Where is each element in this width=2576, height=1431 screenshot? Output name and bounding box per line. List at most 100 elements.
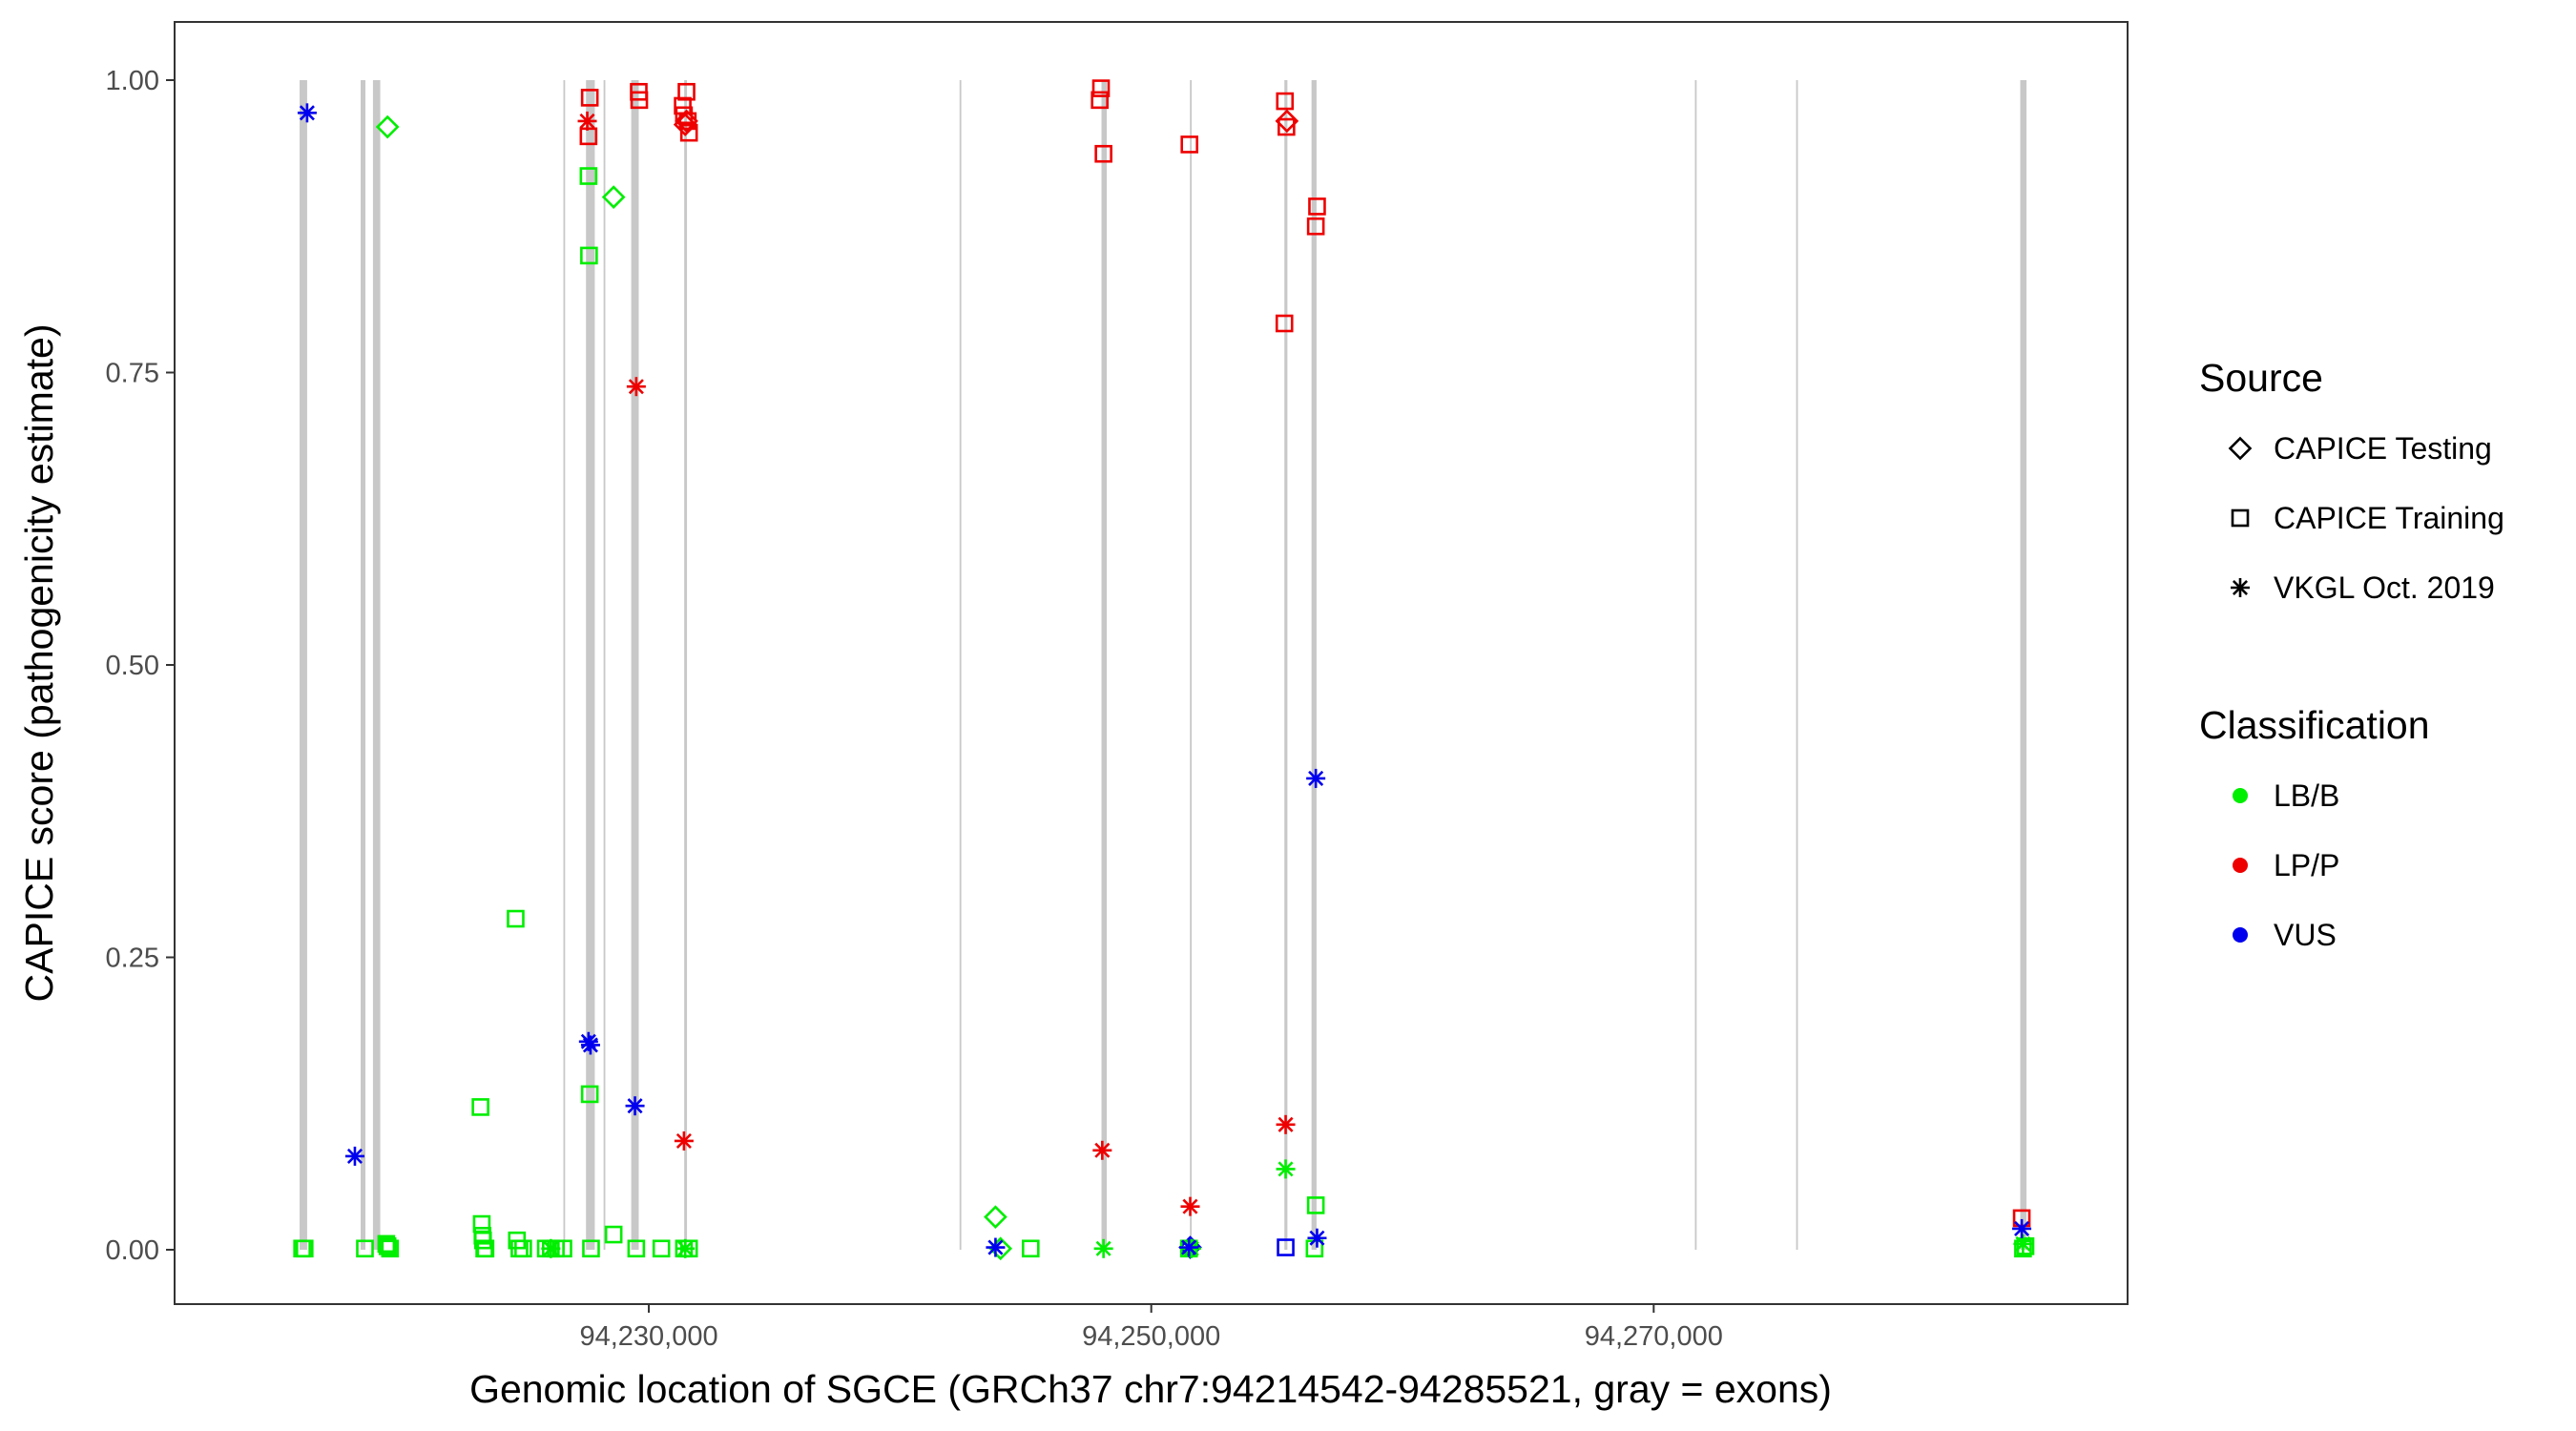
- data-point: [604, 1225, 623, 1244]
- data-point: [1306, 1196, 1325, 1214]
- exon-band: [603, 80, 606, 1250]
- data-point: [377, 1234, 396, 1254]
- y-tick-label: 1.00: [106, 66, 159, 96]
- data-point: [627, 1239, 646, 1258]
- data-point: [1307, 1228, 1327, 1248]
- data-point: [1276, 1159, 1296, 1179]
- data-point: [1306, 768, 1326, 788]
- data-point: [381, 1239, 400, 1258]
- exon-band: [1796, 80, 1798, 1250]
- exon-band: [1190, 80, 1193, 1250]
- data-point: [541, 1238, 561, 1258]
- y-tick-label: 0.00: [106, 1235, 159, 1266]
- data-point: [378, 1237, 397, 1255]
- data-point: [1180, 1196, 1200, 1216]
- legend-classification-label: LP/P: [2274, 848, 2339, 882]
- legend-key-asterisk: [2231, 578, 2250, 597]
- data-point: [986, 1237, 1006, 1257]
- data-point: [2016, 1237, 2035, 1255]
- data-point: [1276, 92, 1295, 111]
- legend-key-color: [2233, 788, 2248, 803]
- exon-band: [586, 80, 595, 1250]
- data-point: [2013, 1234, 2033, 1254]
- data-point: [984, 1205, 1008, 1230]
- exon-band: [563, 80, 566, 1250]
- data-point: [507, 909, 525, 928]
- exon-band: [684, 80, 688, 1250]
- data-point: [630, 91, 649, 110]
- legend-source-label: CAPICE Training: [2274, 501, 2504, 535]
- data-point: [1276, 1114, 1296, 1134]
- legend-classification-items: LB/B LP/P VUS: [2233, 778, 2339, 952]
- legend-classification-label: LB/B: [2274, 778, 2339, 813]
- x-tick-label: 94,230,000: [579, 1321, 717, 1352]
- exon-band: [959, 80, 962, 1250]
- data-point: [577, 111, 597, 131]
- data-point: [295, 1239, 314, 1258]
- exon-band: [631, 80, 639, 1250]
- legend-source-label: VKGL Oct. 2019: [2274, 570, 2495, 605]
- data-point: [580, 1035, 600, 1055]
- x-tick-label: 94,250,000: [1082, 1321, 1220, 1352]
- data-point: [582, 1239, 600, 1258]
- data-point: [1179, 1237, 1199, 1257]
- data-point: [1180, 135, 1198, 154]
- x-axis-title: Genomic location of SGCE (GRCh37 chr7:94…: [469, 1367, 1832, 1411]
- y-tick-label: 0.25: [106, 944, 159, 974]
- exon-band: [1694, 80, 1697, 1250]
- y-axis: 0.00 0.25 0.50 0.75 1.00: [106, 66, 175, 1266]
- data-point: [1306, 217, 1325, 236]
- data-point: [1277, 1238, 1295, 1256]
- data-point: [601, 185, 626, 209]
- legend-classification-label: VUS: [2274, 918, 2337, 952]
- data-point: [625, 1096, 645, 1116]
- data-point: [679, 123, 698, 142]
- data-point: [674, 1130, 694, 1151]
- data-point: [476, 1239, 495, 1258]
- data-point: [1278, 117, 1296, 136]
- legend-key-color: [2233, 858, 2248, 873]
- data-point: [675, 1238, 696, 1258]
- x-axis: 94,230,000 94,250,000 94,270,000: [579, 1304, 1723, 1352]
- data-point: [375, 114, 400, 139]
- data-point: [1091, 91, 1109, 110]
- y-tick-label: 0.75: [106, 359, 159, 389]
- legend-source-label: CAPICE Testing: [2274, 431, 2492, 466]
- legend: Source CAPICE Testing CAPICE Training VKGL…: [2199, 356, 2504, 952]
- exon-band: [1311, 80, 1317, 1250]
- data-point: [514, 1239, 532, 1258]
- data-point: [579, 127, 598, 146]
- y-tick-label: 0.50: [106, 651, 159, 681]
- data-point: [678, 112, 697, 131]
- legend-classification-title: Classification: [2199, 703, 2430, 747]
- exon-band: [372, 80, 381, 1250]
- x-tick-label: 94,270,000: [1585, 1321, 1723, 1352]
- exon-band: [2020, 80, 2027, 1250]
- data-point: [677, 82, 696, 101]
- legend-source-items: CAPICE Testing CAPICE Training VKGL Oct. 2…: [2228, 431, 2504, 605]
- legend-key-diamond: [2228, 436, 2253, 461]
- data-point: [1091, 79, 1111, 97]
- data-point: [675, 106, 694, 125]
- data-points: [293, 79, 2035, 1261]
- exon-band: [1284, 80, 1288, 1250]
- exon-bands: [300, 80, 2027, 1250]
- data-point: [1275, 109, 1299, 134]
- exon-band: [300, 80, 307, 1250]
- data-point: [1094, 144, 1112, 163]
- data-point: [579, 167, 598, 185]
- data-point: [1275, 314, 1294, 333]
- data-point: [580, 1085, 599, 1104]
- exon-band: [1101, 80, 1108, 1250]
- data-point: [580, 246, 598, 265]
- data-point: [471, 1098, 489, 1116]
- data-point: [297, 103, 317, 123]
- data-point: [1092, 1140, 1112, 1160]
- legend-key-color: [2233, 927, 2248, 943]
- exon-band: [361, 80, 366, 1250]
- y-axis-title: CAPICE score (pathogenicity estimate): [17, 324, 61, 1003]
- legend-key-square: [2231, 508, 2250, 528]
- data-point: [652, 1239, 671, 1258]
